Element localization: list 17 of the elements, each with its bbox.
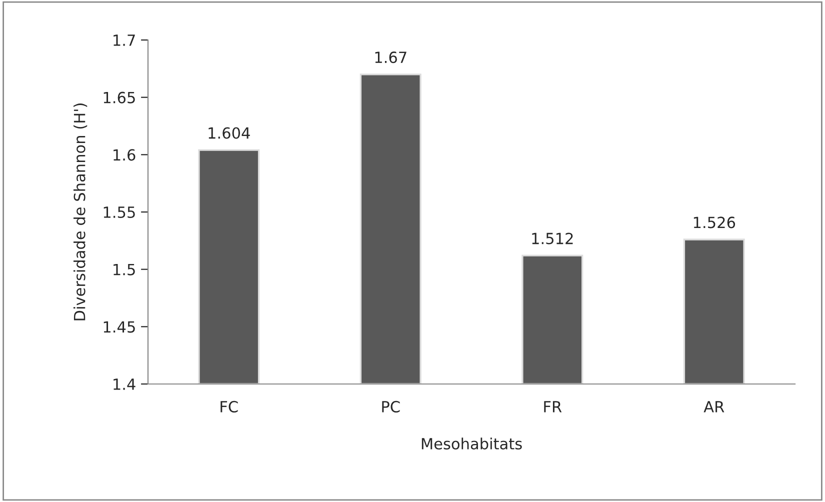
x-tick-label: PC	[382, 400, 400, 412]
x-tick-label: FR	[544, 401, 562, 412]
y-tick-label: 1.6	[114, 149, 136, 161]
data-label: 1.526	[694, 216, 736, 228]
y-tick-label: 1.65	[104, 92, 135, 104]
data-label: 1.512	[532, 232, 573, 244]
y-tick-label: 1.5	[114, 264, 135, 276]
x-tick-label: FC	[220, 400, 238, 412]
data-label: 1.604	[208, 127, 250, 139]
y-axis-title: Diversidade de Shannon (H')	[74, 104, 88, 320]
y-tick-label: 1.45	[104, 321, 135, 333]
data-label: 1.67	[375, 52, 406, 64]
y-tick-label: 1.55	[104, 206, 135, 218]
x-tick-label: AR	[704, 401, 724, 412]
x-axis-title: Mesohabitats	[422, 438, 522, 450]
y-tick-label: 1.4	[114, 378, 136, 390]
y-tick-label: 1.7	[114, 34, 135, 46]
